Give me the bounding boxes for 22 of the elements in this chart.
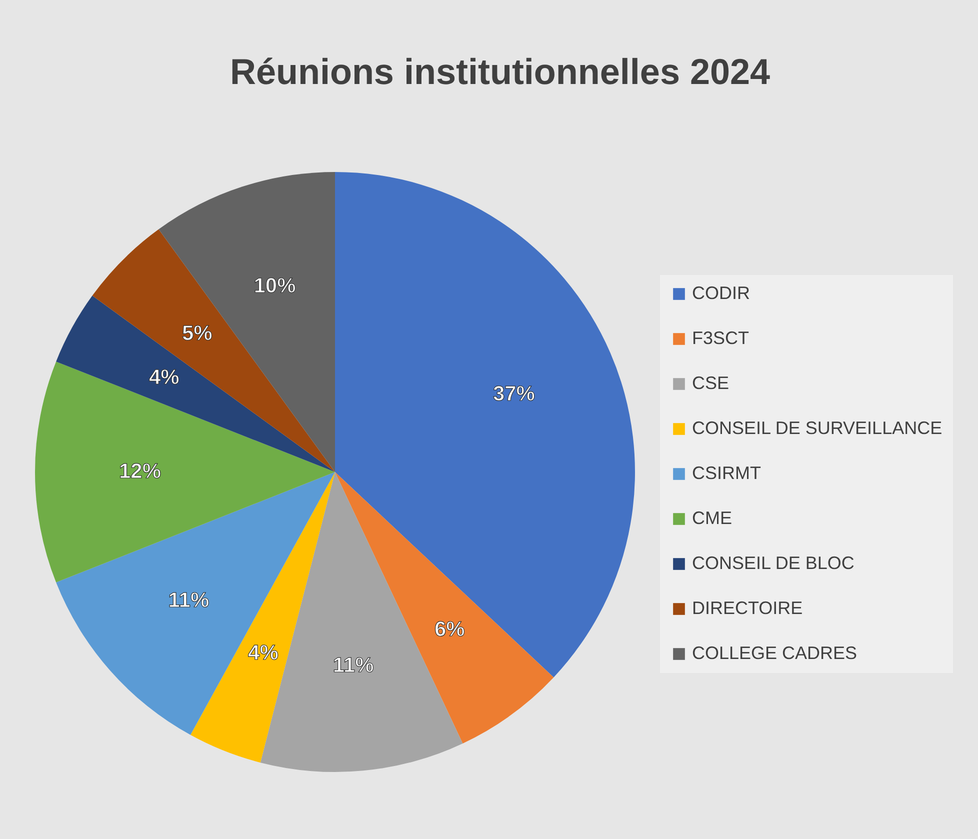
pie-slice <box>335 472 554 744</box>
legend-label: DIRECTOIRE <box>692 598 803 618</box>
legend-label: CODIR <box>692 283 750 303</box>
pie-slice <box>335 172 635 678</box>
legend-label: CME <box>692 508 732 528</box>
legend-label: F3SCT <box>692 328 750 348</box>
data-label: 37% <box>492 382 536 406</box>
legend-label: CONSEIL DE BLOC <box>692 553 854 573</box>
data-label: 10% <box>254 274 296 298</box>
data-label: 11% <box>332 654 374 678</box>
legend-label: COLLEGE CADRES <box>692 643 858 663</box>
data-label: 12% <box>118 460 162 483</box>
legend-label: CONSEIL DE SURVEILLANCE <box>692 418 942 438</box>
data-label: 4% <box>148 366 180 390</box>
legend-label: CSIRMT <box>692 463 761 483</box>
data-label: 4% <box>248 641 279 664</box>
chart-title: Réunions institutionnelles 2024 <box>230 51 770 92</box>
data-label: 6% <box>434 618 466 641</box>
pie-slice <box>35 362 335 582</box>
data-label: 11% <box>168 588 210 612</box>
data-label: 5% <box>182 322 213 346</box>
legend-label: CSE <box>692 373 730 393</box>
